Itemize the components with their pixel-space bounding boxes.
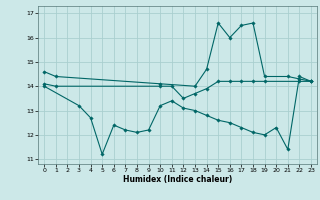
X-axis label: Humidex (Indice chaleur): Humidex (Indice chaleur) — [123, 175, 232, 184]
